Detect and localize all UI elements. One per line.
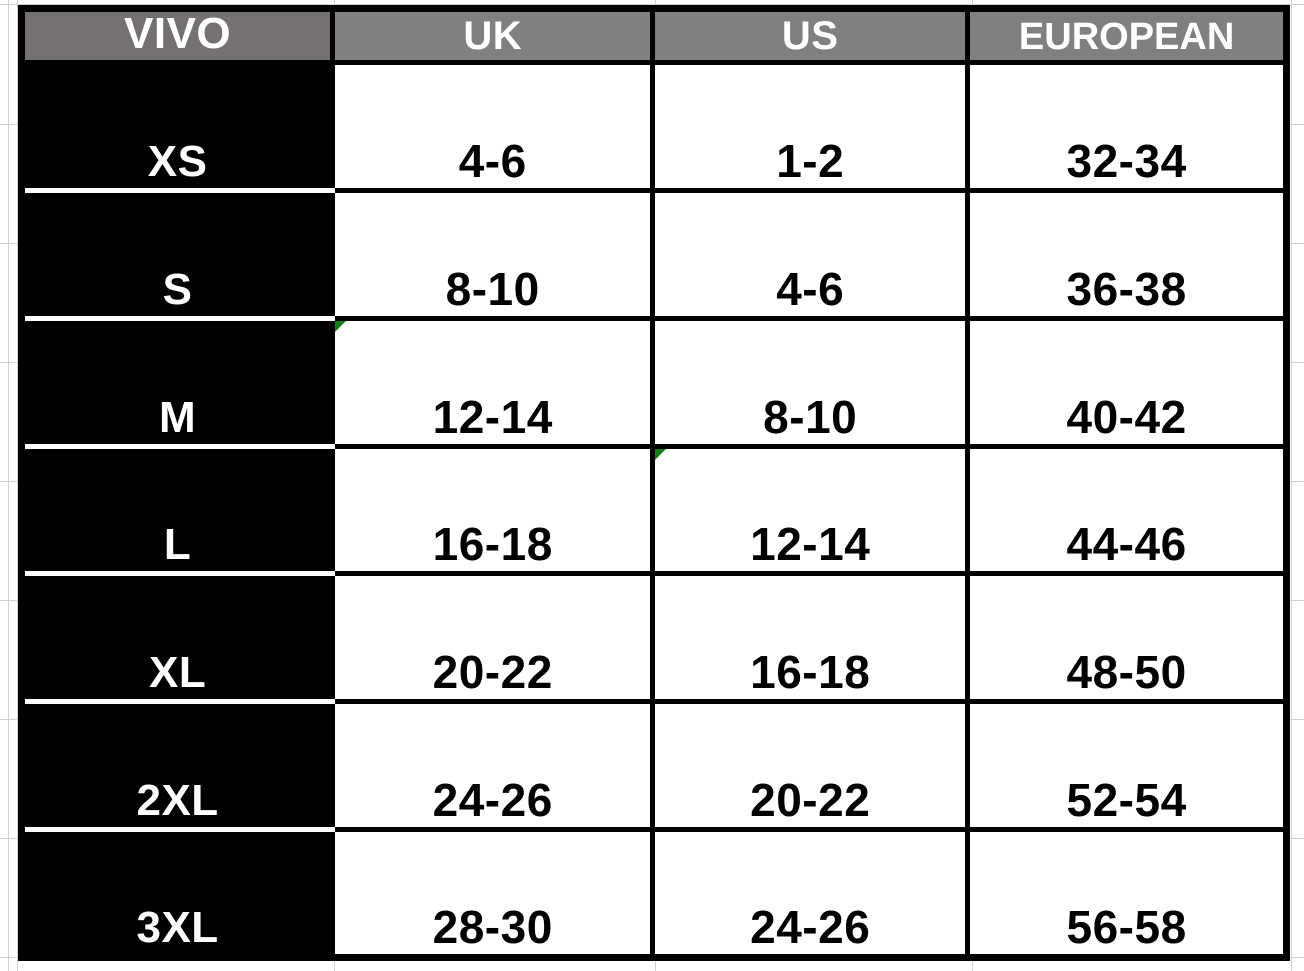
comment-marker-icon (657, 451, 667, 460)
size-label-cell: XL (21, 573, 336, 705)
header-row: VIVO UK US EUROPEAN (18, 8, 1289, 65)
us-size-cell: 1-2 (650, 60, 971, 193)
size-conversion-table: VIVO UK US EUROPEAN XS 4-6 1-2 32-34 S 8… (18, 5, 1290, 961)
table-header: VIVO UK US EUROPEAN (18, 8, 1289, 65)
gridline-vertical (8, 0, 9, 971)
table-row: L 16-18 12-14 44-46 (21, 443, 1289, 577)
uk-size-cell: 28-30 (330, 827, 656, 958)
cell-value: 12-14 (432, 390, 553, 443)
eu-size-cell: 48-50 (965, 571, 1289, 705)
column-header-uk: UK (330, 8, 656, 65)
eu-size-cell: 52-54 (965, 699, 1289, 833)
comment-marker-icon (337, 323, 347, 332)
us-size-cell: 20-22 (650, 699, 971, 833)
uk-size-cell: 8-10 (330, 187, 656, 321)
column-header-vivo: VIVO (18, 8, 336, 65)
uk-size-cell: 24-26 (330, 699, 656, 833)
eu-size-cell: 44-46 (965, 443, 1289, 577)
table-row: XS 4-6 1-2 32-34 (21, 60, 1289, 193)
uk-size-cell: 20-22 (330, 571, 656, 705)
uk-size-cell: 12-14 (330, 315, 656, 449)
uk-size-cell: 16-18 (330, 443, 656, 577)
eu-size-cell: 32-34 (965, 60, 1289, 193)
table-row: 2XL 24-26 20-22 52-54 (21, 699, 1289, 833)
cell-value: 12-14 (750, 518, 871, 571)
us-size-cell: 4-6 (650, 187, 971, 321)
table-row: 3XL 28-30 24-26 56-58 (21, 827, 1289, 958)
eu-size-cell: 56-58 (965, 827, 1289, 958)
us-size-cell: 24-26 (650, 827, 971, 958)
size-label-cell: L (21, 446, 336, 577)
eu-size-cell: 36-38 (965, 187, 1289, 321)
gridline-vertical (1291, 0, 1292, 971)
us-size-cell: 12-14 (650, 443, 971, 577)
size-label-cell: 2XL (21, 701, 336, 833)
us-size-cell: 8-10 (650, 315, 971, 449)
table-body: XS 4-6 1-2 32-34 S 8-10 4-6 36-38 M 12-1… (21, 60, 1289, 958)
column-header-european: EUROPEAN (965, 8, 1289, 65)
table-row: S 8-10 4-6 36-38 (21, 187, 1289, 321)
size-label-cell: 3XL (21, 829, 336, 958)
uk-size-cell: 4-6 (330, 60, 656, 193)
eu-size-cell: 40-42 (965, 315, 1289, 449)
us-size-cell: 16-18 (650, 571, 971, 705)
size-label-cell: S (21, 190, 336, 321)
table-row: M 12-14 8-10 40-42 (21, 315, 1289, 449)
size-label-cell: M (21, 318, 336, 449)
size-chart-container: VIVO UK US EUROPEAN XS 4-6 1-2 32-34 S 8… (18, 5, 1290, 961)
table-row: XL 20-22 16-18 48-50 (21, 571, 1289, 705)
column-header-us: US (650, 8, 971, 65)
size-label-cell: XS (21, 62, 336, 193)
